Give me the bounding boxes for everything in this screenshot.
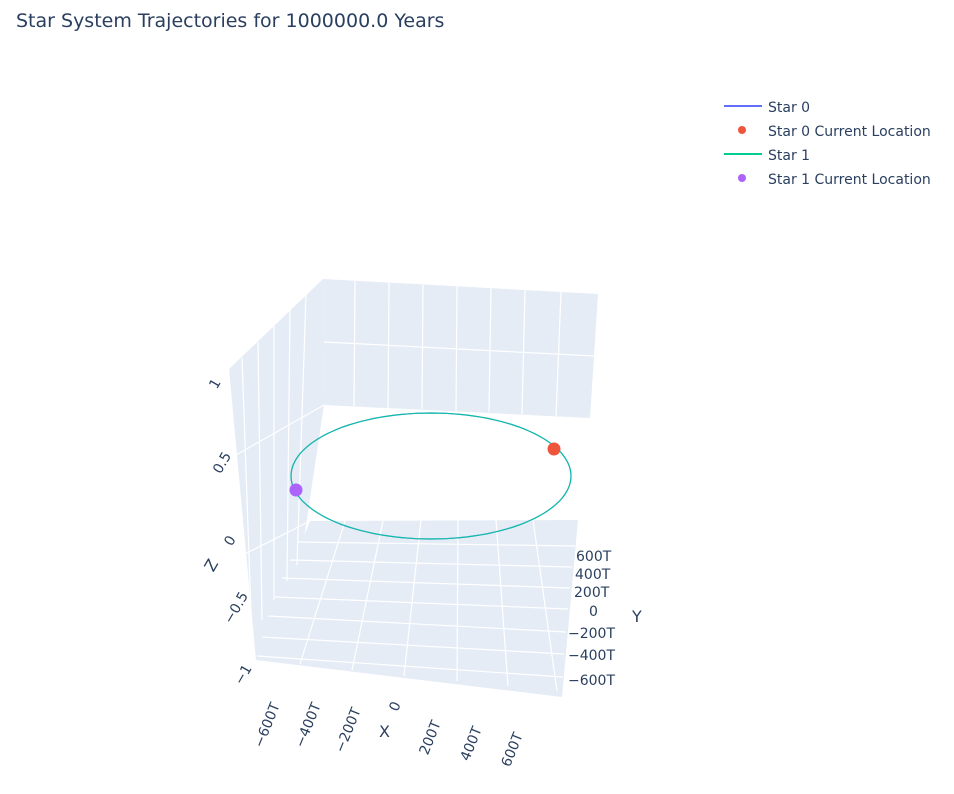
- y-axis: 600T 400T 200T 0 −200T −400T −600T Y: [568, 549, 642, 689]
- grid-lines: [235, 280, 595, 692]
- floor-pane: [256, 520, 578, 697]
- star-1-trajectory: [290, 412, 572, 540]
- legend-label: Star 1 Current Location: [768, 172, 931, 188]
- trajectories: [290, 412, 572, 540]
- z-tick-label: −1: [231, 662, 255, 688]
- x-tick-label: −400T: [292, 700, 325, 750]
- legend-item-star-0[interactable]: Star 0: [724, 100, 810, 116]
- star-0-current-marker: [547, 442, 561, 456]
- y-tick-label: 600T: [576, 549, 612, 565]
- z-tick-label: 0: [221, 533, 239, 549]
- legend-label: Star 1: [768, 148, 810, 164]
- z-axis-title: Z: [200, 556, 222, 575]
- z-tick-label: 0.5: [210, 449, 235, 476]
- star-1-current-marker: [289, 483, 303, 497]
- scene-panes: [229, 279, 598, 697]
- y-tick-label: −400T: [568, 648, 615, 664]
- x-tick-label: 600T: [499, 730, 527, 769]
- x-tick-label: 200T: [417, 718, 445, 757]
- x-tick-label: −200T: [332, 705, 365, 755]
- legend-label: Star 0 Current Location: [768, 124, 931, 140]
- y-tick-label: −600T: [568, 673, 615, 689]
- x-tick-label: 400T: [458, 724, 486, 763]
- legend-item-star-1-current[interactable]: Star 1 Current Location: [738, 172, 931, 188]
- legend-item-star-1[interactable]: Star 1: [724, 148, 810, 164]
- x-tick-label: 0: [387, 700, 405, 714]
- x-tick-label: −600T: [251, 700, 284, 750]
- y-tick-label: 200T: [574, 585, 610, 601]
- y-tick-label: 400T: [575, 567, 611, 583]
- left-wall: [229, 279, 324, 660]
- chart-title: Star System Trajectories for 1000000.0 Y…: [16, 10, 444, 32]
- y-tick-label: −200T: [568, 626, 615, 642]
- y-tick-label: 0: [589, 604, 598, 620]
- z-tick-label: −0.5: [221, 589, 252, 626]
- legend[interactable]: Star 0 Star 0 Current Location Star 1 St…: [724, 100, 931, 188]
- z-tick-label: 1: [206, 376, 224, 392]
- legend-label: Star 0: [768, 100, 810, 116]
- legend-item-star-0-current[interactable]: Star 0 Current Location: [738, 124, 931, 140]
- y-axis-title: Y: [631, 607, 642, 626]
- x-axis: −600T −400T −200T 0 200T 400T 600T X: [251, 700, 527, 770]
- x-axis-title: X: [379, 722, 390, 741]
- star-0-trajectory: [290, 412, 572, 540]
